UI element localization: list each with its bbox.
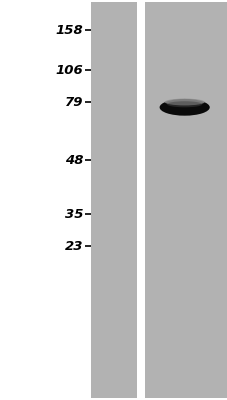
- Text: 48: 48: [64, 154, 83, 166]
- Ellipse shape: [166, 101, 201, 107]
- Ellipse shape: [159, 99, 209, 116]
- Text: 106: 106: [55, 64, 83, 76]
- Text: 158: 158: [55, 24, 83, 36]
- Text: 35: 35: [64, 208, 83, 220]
- Bar: [144, 2, 227, 398]
- Bar: [136, 2, 144, 398]
- Ellipse shape: [164, 98, 204, 106]
- Text: 23: 23: [64, 240, 83, 252]
- Bar: [91, 2, 136, 398]
- Text: 79: 79: [64, 96, 83, 108]
